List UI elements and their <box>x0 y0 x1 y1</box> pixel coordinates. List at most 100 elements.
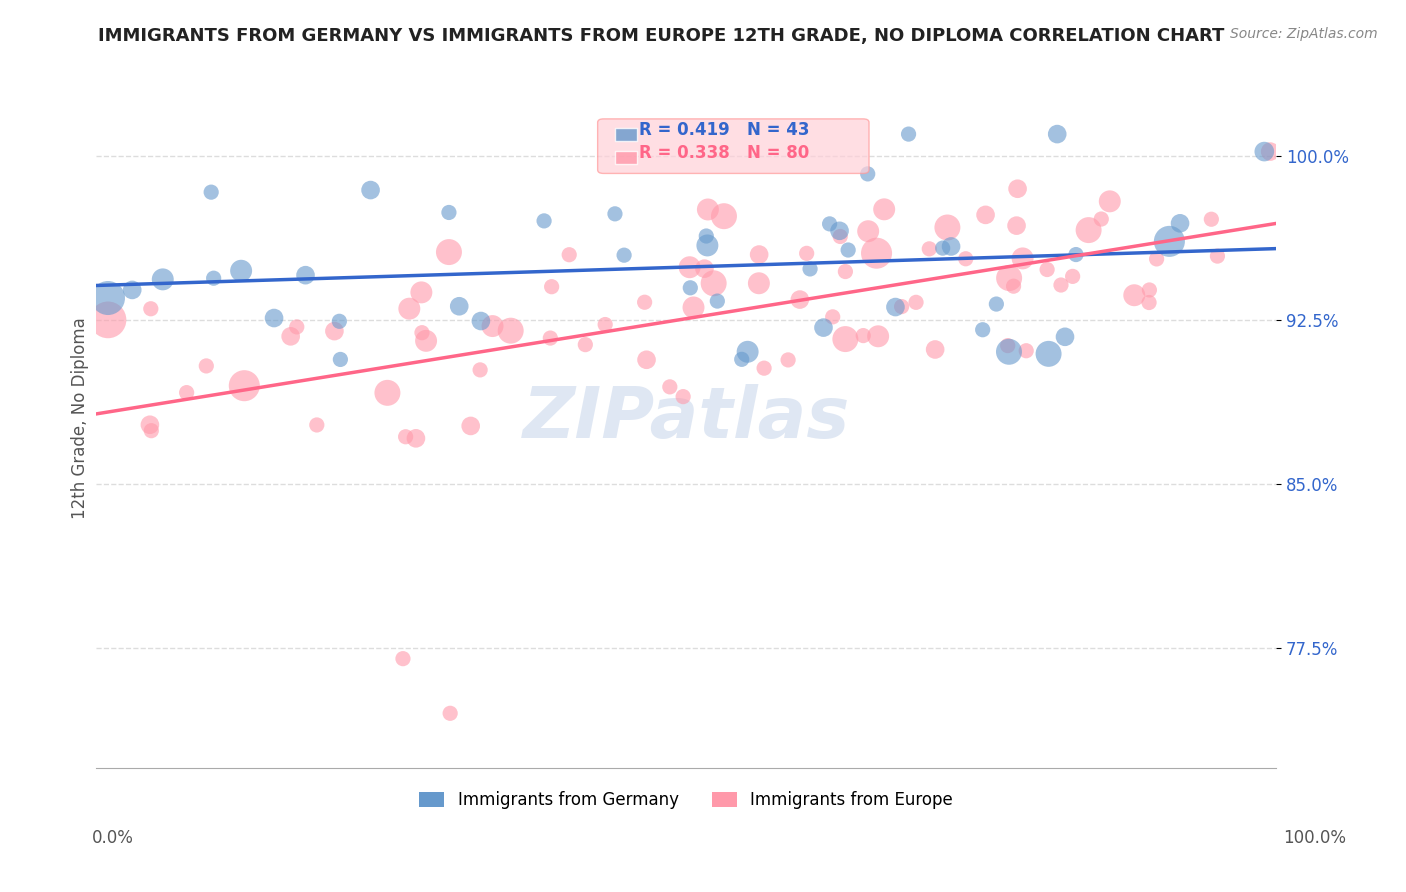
Point <box>1046 127 1069 141</box>
Text: 100.0%: 100.0% <box>1284 829 1346 847</box>
Point <box>499 324 522 338</box>
Point <box>202 271 225 285</box>
Point <box>986 297 1008 311</box>
Point <box>813 320 835 334</box>
Point <box>1168 216 1191 230</box>
Point <box>1038 347 1060 361</box>
Point <box>856 224 879 238</box>
Point <box>394 430 416 444</box>
Point <box>706 294 728 309</box>
Point <box>682 301 704 315</box>
Point <box>593 318 616 332</box>
Point <box>1258 145 1281 159</box>
Point <box>323 324 346 338</box>
Point <box>918 242 941 256</box>
Point <box>884 300 907 314</box>
Point <box>703 277 725 291</box>
Point <box>200 185 222 199</box>
Point <box>1002 279 1025 293</box>
Point <box>1036 262 1059 277</box>
Point <box>328 314 350 328</box>
Point <box>538 331 561 345</box>
Point <box>974 208 997 222</box>
Point <box>1146 252 1168 266</box>
Text: R = 0.338   N = 80: R = 0.338 N = 80 <box>638 144 810 162</box>
Point <box>1007 182 1029 196</box>
Point <box>778 352 800 367</box>
Point <box>141 424 163 438</box>
Point <box>830 229 852 244</box>
Point <box>1062 269 1084 284</box>
Point <box>415 334 437 348</box>
Point <box>636 352 658 367</box>
Point <box>1050 278 1073 293</box>
Point <box>1137 295 1160 310</box>
Point <box>633 295 655 310</box>
Point <box>405 431 427 445</box>
Point <box>305 417 328 432</box>
Point <box>1253 145 1275 159</box>
Point <box>1064 247 1087 261</box>
Point <box>280 329 302 343</box>
Point <box>748 277 770 291</box>
Point <box>449 299 471 313</box>
Point <box>1090 212 1112 227</box>
Point <box>897 127 920 141</box>
Point <box>139 301 162 316</box>
Point <box>1015 343 1038 358</box>
Point <box>672 390 695 404</box>
Point <box>931 241 953 255</box>
Point <box>1201 212 1223 227</box>
Point <box>533 214 555 228</box>
Text: 0.0%: 0.0% <box>91 829 134 847</box>
Point <box>821 310 844 324</box>
Point <box>231 264 253 278</box>
Point <box>818 217 841 231</box>
Point <box>1098 194 1121 209</box>
Point <box>468 363 491 377</box>
Point <box>731 352 754 367</box>
Point <box>852 328 875 343</box>
Point <box>613 248 636 262</box>
Point <box>439 706 461 721</box>
Point <box>121 283 143 297</box>
Point <box>360 183 382 197</box>
Point <box>696 238 718 252</box>
Point <box>868 329 890 343</box>
Text: Source: ZipAtlas.com: Source: ZipAtlas.com <box>1230 27 1378 41</box>
Point <box>294 268 316 282</box>
Point <box>678 260 700 275</box>
Legend: Immigrants from Germany, Immigrants from Europe: Immigrants from Germany, Immigrants from… <box>412 784 960 815</box>
Point <box>398 301 420 316</box>
Point <box>752 361 775 376</box>
Point <box>834 332 856 346</box>
Text: IMMIGRANTS FROM GERMANY VS IMMIGRANTS FROM EUROPE 12TH GRADE, NO DIPLOMA CORRELA: IMMIGRANTS FROM GERMANY VS IMMIGRANTS FR… <box>98 27 1225 45</box>
Point <box>693 261 716 276</box>
Point <box>955 252 977 266</box>
Point <box>574 337 596 351</box>
Point <box>1053 330 1076 344</box>
Point <box>737 344 759 359</box>
Point <box>972 323 994 337</box>
Point <box>1137 283 1160 297</box>
Point <box>834 264 856 278</box>
Point <box>263 311 285 326</box>
Point <box>233 378 256 392</box>
Point <box>97 313 120 327</box>
Point <box>470 314 492 328</box>
Point <box>1159 235 1181 249</box>
Point <box>796 246 818 260</box>
Point <box>890 300 912 314</box>
Point <box>905 295 928 310</box>
Point <box>837 243 859 257</box>
FancyBboxPatch shape <box>598 119 869 173</box>
Point <box>377 385 399 400</box>
Text: ZIPatlas: ZIPatlas <box>523 384 849 453</box>
Point <box>924 343 946 357</box>
Point <box>540 279 562 293</box>
Point <box>679 281 702 295</box>
Point <box>481 319 503 334</box>
Point <box>1005 219 1028 233</box>
Point <box>285 319 308 334</box>
Point <box>195 359 218 373</box>
